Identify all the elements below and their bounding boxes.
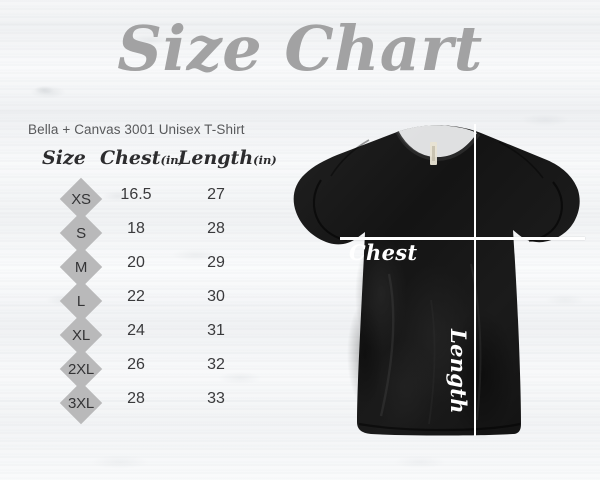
column-header-length-label: Length: [178, 147, 254, 169]
table-row: M 20 29: [28, 245, 290, 289]
size-label: XS: [71, 190, 91, 208]
column-header-size-label: Size: [42, 147, 86, 169]
cell-chest: 16.5: [120, 186, 152, 203]
size-badge: 3XL: [59, 381, 103, 425]
column-header-length: Length(in): [178, 149, 277, 168]
length-measurement-line: [474, 124, 476, 436]
size-label: 3XL: [67, 394, 95, 412]
fabric-fold-highlight: [375, 340, 435, 432]
tshirt-hem: [358, 422, 521, 432]
tshirt-svg: [293, 125, 580, 440]
size-badge: 2XL: [59, 347, 103, 391]
page-title: Size Chart: [117, 12, 483, 85]
length-measurement-label: Length: [446, 329, 471, 414]
tshirt-right-shoulder-seam: [498, 141, 544, 179]
cell-chest: 18: [127, 220, 145, 237]
column-header-chest-label: Chest: [100, 147, 161, 169]
table-row: L 22 30: [28, 279, 290, 323]
table-row: XS 16.5 27: [28, 177, 290, 221]
size-badge: XS: [59, 177, 103, 221]
cell-length: 31: [207, 322, 225, 339]
cell-chest: 20: [127, 254, 145, 271]
cell-chest: 22: [127, 288, 145, 305]
tshirt-left-shoulder-seam: [330, 139, 370, 177]
fabric-drape-line: [428, 299, 436, 425]
chest-measurement-line: [340, 237, 585, 240]
size-label: L: [76, 292, 86, 310]
table-row: 2XL 26 32: [28, 347, 290, 391]
size-label: XL: [72, 326, 90, 344]
neck-label-tag-print: [432, 146, 435, 161]
table-row: XL 24 31: [28, 313, 290, 357]
product-subtitle: Bella + Canvas 3001 Unisex T-Shirt: [28, 122, 245, 137]
cell-length: 27: [207, 186, 225, 203]
size-label: 2XL: [67, 360, 95, 378]
size-badge: L: [59, 279, 103, 323]
table-header-row: Size Chest(in) Length(in): [28, 145, 290, 175]
tshirt-left-sleeve-cuff: [312, 179, 348, 242]
table-row: 3XL 28 33: [28, 381, 290, 425]
fabric-fold-shadow: [347, 302, 383, 406]
fabric-drape-line: [379, 273, 395, 417]
tshirt-illustration: Chest Length: [285, 124, 585, 440]
column-header-length-unit: (in): [253, 153, 277, 167]
size-badge: XL: [59, 313, 103, 357]
cell-chest: 28: [127, 390, 145, 407]
column-header-chest-unit: (in): [160, 153, 185, 167]
cell-length: 30: [207, 288, 225, 305]
cell-chest: 24: [127, 322, 145, 339]
size-label: S: [76, 224, 86, 242]
size-badge: S: [59, 211, 103, 255]
size-label: M: [74, 258, 88, 276]
cell-length: 29: [207, 254, 225, 271]
cell-length: 32: [207, 356, 225, 373]
chest-measurement-label: Chest: [349, 240, 418, 265]
column-header-chest: Chest(in): [100, 149, 184, 168]
cell-chest: 26: [127, 356, 145, 373]
size-table-body: XS 16.5 27 S 18 28 M 20 29 L: [28, 177, 290, 425]
column-header-size: Size: [42, 149, 86, 168]
table-row: S 18 28: [28, 211, 290, 255]
cell-length: 28: [207, 220, 225, 237]
fabric-fold-shadow: [447, 308, 515, 440]
size-badge: M: [59, 245, 103, 289]
tshirt-neckline: [397, 125, 477, 158]
cell-length: 33: [207, 390, 225, 407]
